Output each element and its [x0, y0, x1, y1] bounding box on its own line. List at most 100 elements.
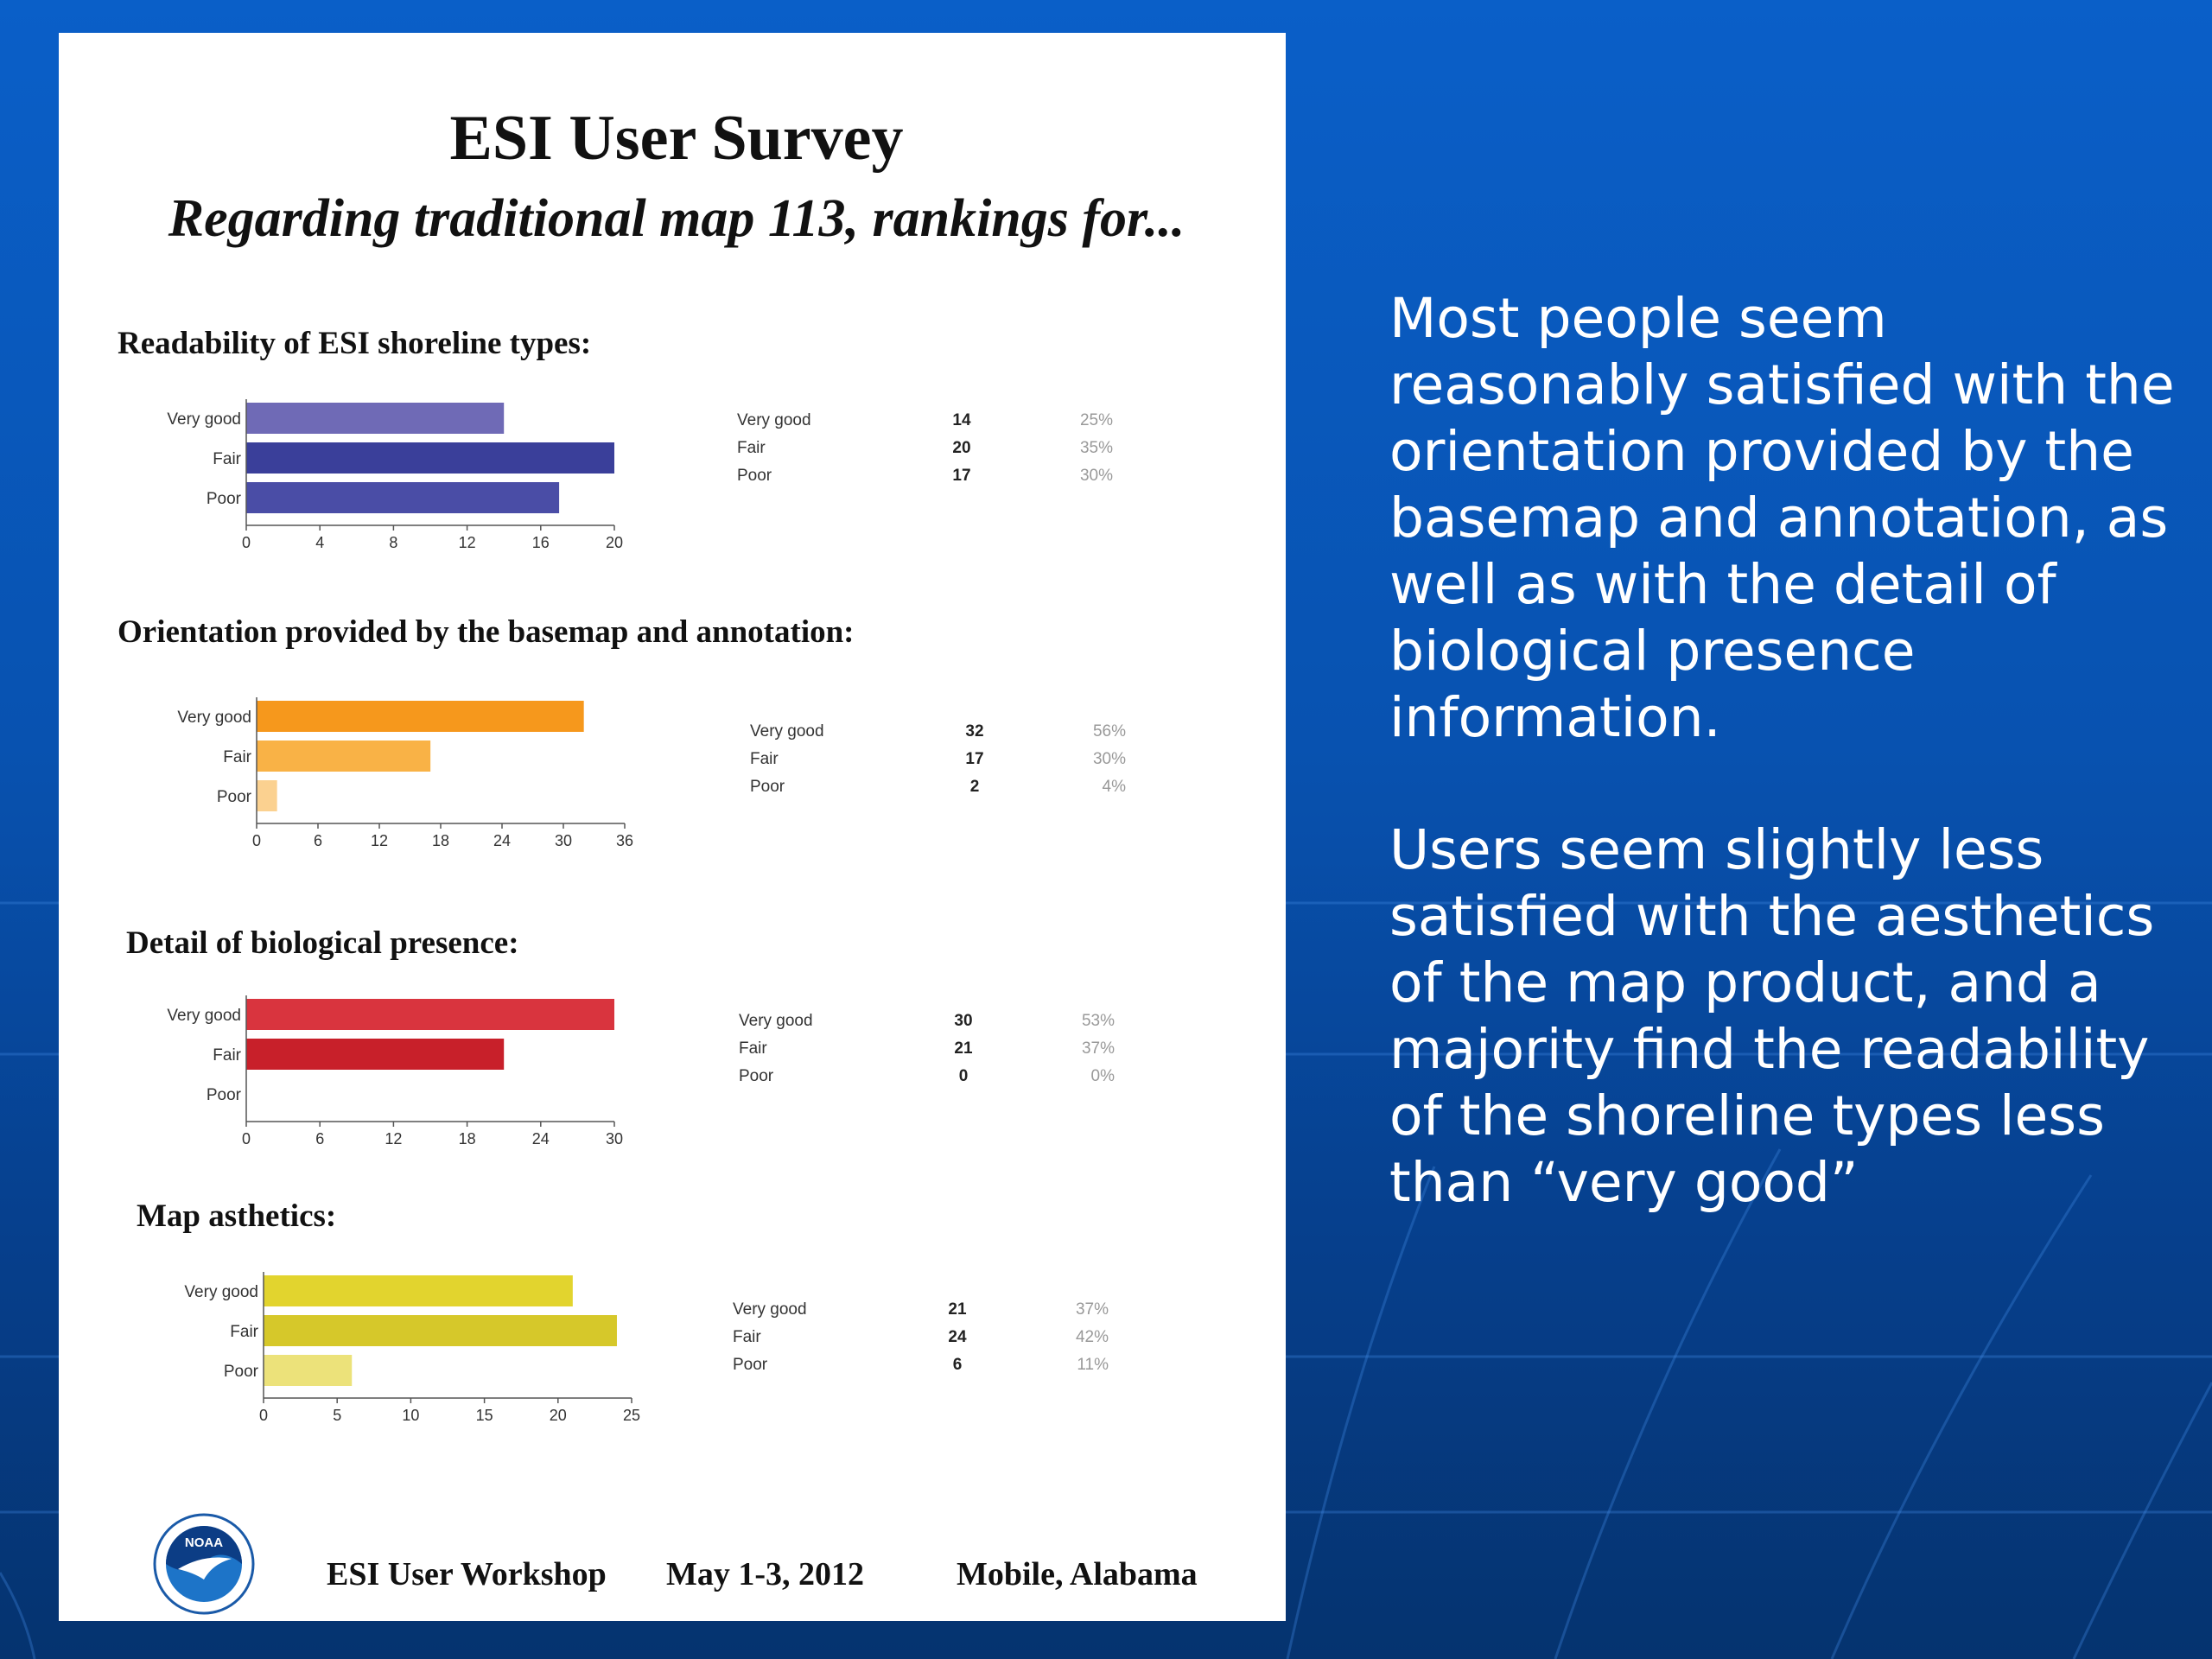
legend-percent: 11% [1077, 1356, 1109, 1374]
chart-title-orientation: Orientation provided by the basemap and … [118, 614, 855, 650]
bar [246, 403, 505, 434]
category-label: Fair [230, 1323, 258, 1341]
legend-count: 17 [965, 750, 984, 768]
x-tick-label: 18 [459, 1130, 476, 1147]
chart-readability: Very good Fair Poor 0 4 8 12 16 20 [167, 399, 623, 551]
legend-label: Poor [733, 1356, 768, 1374]
legend-percent: 30% [1092, 750, 1126, 768]
category-label: Poor [217, 788, 252, 806]
legend-row-fair: Fair 21 37% [739, 1039, 1136, 1060]
bar [257, 741, 431, 772]
chart-biological: Very good Fair Poor 0 6 12 18 24 30 [167, 995, 623, 1147]
x-tick-label: 20 [606, 534, 623, 551]
legend-label: Very good [739, 1012, 813, 1030]
category-label: Very good [167, 1007, 241, 1025]
chart-title-biological: Detail of biological presence: [126, 925, 519, 961]
legend-percent: 37% [1081, 1039, 1115, 1058]
category-label: Poor [224, 1363, 259, 1381]
x-tick-label: 6 [314, 832, 322, 849]
legend-count: 24 [948, 1328, 967, 1346]
legend-row-very-good: Very good 30 53% [739, 1012, 1136, 1033]
legend-percent: 53% [1081, 1012, 1115, 1030]
footer-dates: May 1-3, 2012 [666, 1556, 865, 1592]
legend-count: 17 [952, 467, 971, 485]
legend-count: 21 [954, 1039, 973, 1058]
commentary-paragraph-2: Users seem slightly less satisfied with … [1389, 818, 2155, 1214]
bar [246, 1039, 505, 1070]
bar [264, 1355, 353, 1386]
bar [257, 780, 277, 811]
x-tick-label: 6 [315, 1130, 324, 1147]
x-tick-label: 0 [242, 534, 251, 551]
noaa-logo: NOAA [153, 1513, 255, 1615]
x-tick-label: 0 [252, 832, 261, 849]
footer-location: Mobile, Alabama [957, 1556, 1198, 1592]
legend-row-poor: Poor 2 4% [750, 778, 1147, 798]
legend-row-fair: Fair 24 42% [733, 1328, 1130, 1349]
survey-card: ESI User Survey Regarding traditional ma… [59, 33, 1286, 1621]
x-tick-label: 16 [532, 534, 550, 551]
bar [246, 999, 614, 1030]
legend-count: 2 [969, 778, 980, 796]
legend-label: Very good [733, 1300, 807, 1319]
legend-percent: 42% [1075, 1328, 1109, 1346]
category-label: Fair [213, 1046, 241, 1065]
x-tick-label: 4 [315, 534, 324, 551]
legend-count: 6 [952, 1356, 963, 1374]
x-tick-label: 15 [476, 1407, 493, 1424]
legend-row-poor: Poor 6 11% [733, 1356, 1130, 1376]
legend-row-fair: Fair 20 35% [737, 439, 1135, 460]
legend-row-poor: Poor 0 0% [739, 1067, 1136, 1088]
x-tick-label: 5 [333, 1407, 341, 1424]
legend-label: Poor [750, 778, 785, 796]
chart-orientation: Very good Fair Poor 0 6 12 18 24 30 36 [177, 697, 633, 849]
legend-row-very-good: Very good 21 37% [733, 1300, 1130, 1321]
legend-percent: 4% [1102, 778, 1126, 796]
legend-row-poor: Poor 17 30% [737, 467, 1135, 487]
x-tick-label: 25 [623, 1407, 640, 1424]
x-tick-label: 30 [555, 832, 572, 849]
x-tick-label: 12 [459, 534, 476, 551]
category-label: Very good [184, 1283, 258, 1301]
legend-label: Poor [739, 1067, 774, 1085]
x-tick-label: 0 [242, 1130, 251, 1147]
legend-count: 21 [948, 1300, 967, 1319]
legend-label: Fair [733, 1328, 761, 1346]
legend-count: 14 [952, 411, 971, 429]
chart-title-aesthetics: Map asthetics: [137, 1198, 337, 1234]
legend-count: 30 [954, 1012, 973, 1030]
legend-count: 20 [952, 439, 971, 457]
x-tick-label: 10 [402, 1407, 419, 1424]
legend-count: 32 [965, 722, 984, 741]
x-tick-label: 8 [389, 534, 397, 551]
commentary-paragraph-1: Most people seem reasonably satisfied wi… [1389, 287, 2175, 749]
bar [246, 442, 614, 474]
legend-label: Fair [739, 1039, 767, 1058]
legend-percent: 35% [1079, 439, 1113, 457]
x-tick-label: 12 [371, 832, 388, 849]
noaa-logo-text: NOAA [185, 1535, 223, 1550]
x-tick-label: 12 [385, 1130, 402, 1147]
chart-title-readability: Readability of ESI shoreline types: [118, 326, 592, 361]
legend-percent: 30% [1079, 467, 1113, 485]
x-tick-label: 36 [616, 832, 633, 849]
category-label: Poor [207, 490, 242, 508]
legend-label: Very good [750, 722, 824, 741]
x-tick-label: 0 [259, 1407, 268, 1424]
card-title: ESI User Survey [449, 103, 904, 174]
legend-row-fair: Fair 17 30% [750, 750, 1147, 771]
category-label: Fair [223, 748, 251, 766]
legend-label: Very good [737, 411, 811, 429]
x-tick-label: 24 [532, 1130, 550, 1147]
bar [264, 1315, 617, 1346]
bar [246, 482, 560, 513]
legend-row-very-good: Very good 14 25% [737, 411, 1135, 432]
bar [257, 701, 584, 732]
category-label: Poor [207, 1086, 242, 1104]
x-tick-label: 20 [550, 1407, 567, 1424]
legend-percent: 56% [1092, 722, 1126, 741]
footer-workshop: ESI User Workshop [327, 1556, 607, 1592]
category-label: Fair [213, 450, 241, 468]
x-tick-label: 18 [432, 832, 449, 849]
legend-percent: 37% [1075, 1300, 1109, 1319]
